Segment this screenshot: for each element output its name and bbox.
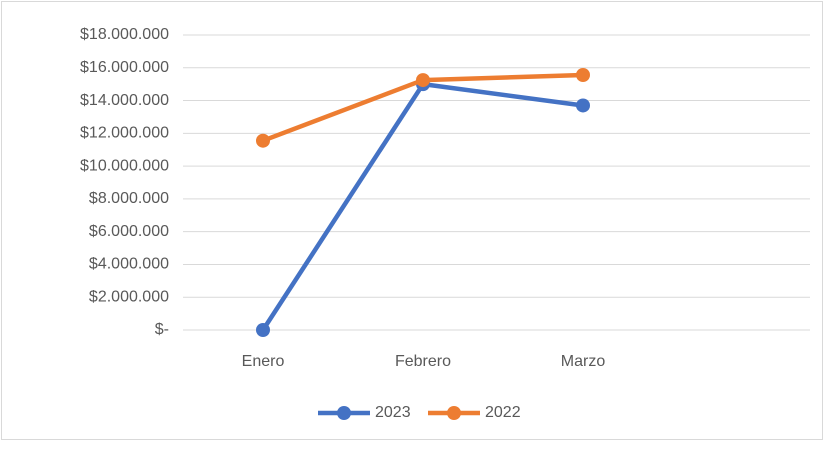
legend-marker [337, 406, 351, 420]
y-tick-label: $8.000.000 [89, 190, 169, 207]
legend-marker [447, 406, 461, 420]
legend-label: 2023 [375, 404, 411, 421]
y-tick-label: $6.000.000 [89, 223, 169, 240]
y-tick-label: $14.000.000 [80, 92, 169, 109]
y-tick-label: $12.000.000 [80, 125, 169, 142]
x-tick-label: Enero [242, 353, 285, 370]
data-point [576, 98, 590, 113]
y-tick-label: $10.000.000 [80, 157, 169, 174]
chart-border [1, 1, 823, 440]
y-tick-label: $- [155, 321, 169, 338]
x-tick-label: Marzo [561, 353, 606, 370]
y-tick-label: $18.000.000 [80, 26, 169, 43]
x-tick-label: Febrero [395, 353, 451, 370]
data-point [256, 133, 270, 148]
y-tick-label: $4.000.000 [89, 256, 169, 273]
data-point [576, 67, 590, 82]
data-point [256, 323, 270, 337]
y-tick-label: $2.000.000 [89, 288, 169, 305]
legend-label: 2022 [485, 404, 521, 421]
y-tick-label: $16.000.000 [80, 59, 169, 76]
data-point [416, 73, 430, 88]
